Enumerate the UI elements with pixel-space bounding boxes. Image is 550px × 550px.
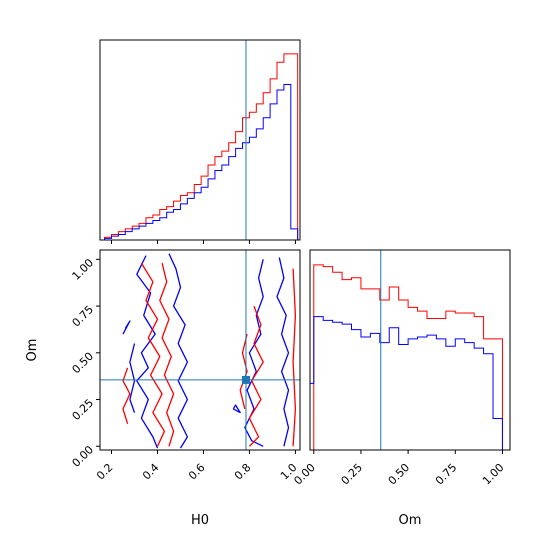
contour-line-0-2 bbox=[244, 259, 264, 447]
contour-line-0-5 bbox=[232, 404, 241, 414]
contour-line-1-0 bbox=[140, 262, 166, 447]
om-hist-series-group bbox=[309, 264, 503, 451]
om-marginal-panel: 0.00 0.25 0.50 0.75 1.00 bbox=[291, 249, 511, 488]
x-axis-label-h0: H0 bbox=[191, 513, 209, 528]
y-tick-label-om-1: 0.25 bbox=[70, 396, 97, 423]
x-tick-label-h0-1: 0.4 bbox=[140, 461, 162, 483]
contour-line-0-6 bbox=[122, 320, 131, 335]
y-tick-label-om-3: 0.75 bbox=[70, 303, 97, 330]
x-axis-label-om: Om bbox=[399, 513, 422, 528]
h0-hist-series-0 bbox=[104, 53, 299, 240]
contour-line-1-3 bbox=[239, 333, 248, 410]
contour-line-1-5 bbox=[292, 268, 297, 447]
h0-marginal-frame bbox=[99, 39, 301, 241]
x-tick-label-om-3: 0.75 bbox=[433, 461, 460, 488]
om-hist-series-0 bbox=[310, 264, 503, 451]
contour-line-0-1 bbox=[168, 253, 189, 449]
om-marginal-frame bbox=[309, 249, 511, 451]
joint-panel: 0.2 0.4 0.6 0.8 1.00.000.250.500.751.00 bbox=[70, 249, 301, 482]
truth-marker bbox=[241, 375, 250, 384]
contour-line-1-1 bbox=[159, 262, 175, 447]
x-tick-label-om-2: 0.50 bbox=[386, 461, 413, 488]
contour-line-0-3 bbox=[276, 257, 290, 447]
h0-hist-series-group bbox=[104, 53, 299, 240]
x-tick-label-om-0: 0.00 bbox=[291, 461, 318, 488]
y-tick-label-om-4: 1.00 bbox=[70, 256, 97, 283]
h0-hist-series-1 bbox=[104, 83, 299, 240]
joint-frame bbox=[99, 249, 301, 451]
joint-ticks: 0.2 0.4 0.6 0.8 1.00.000.250.500.751.00 bbox=[70, 256, 300, 482]
x-tick-label-h0-3: 0.8 bbox=[232, 461, 254, 483]
om-hist-series-1 bbox=[309, 316, 503, 450]
x-tick-label-h0-2: 0.6 bbox=[186, 461, 208, 483]
h0-marginal-ticks bbox=[110, 240, 296, 244]
om-marginal-ticks: 0.00 0.25 0.50 0.75 1.00 bbox=[291, 450, 507, 488]
y-tick-label-om-2: 0.50 bbox=[70, 350, 97, 377]
y-tick-label-om-0: 0.00 bbox=[70, 443, 97, 470]
y-axis-label-om: Om bbox=[25, 339, 40, 362]
contour-line-0-4 bbox=[129, 343, 136, 413]
contour-line-0-0 bbox=[136, 255, 159, 449]
contour-line-1-4 bbox=[122, 367, 131, 424]
contour-line-1-2 bbox=[248, 305, 264, 447]
x-tick-label-om-1: 0.25 bbox=[339, 461, 366, 488]
contour-group bbox=[122, 253, 297, 449]
x-tick-label-h0-0: 0.2 bbox=[94, 461, 116, 483]
h0-marginal-panel bbox=[99, 39, 301, 244]
x-tick-label-om-4: 1.00 bbox=[480, 461, 507, 488]
